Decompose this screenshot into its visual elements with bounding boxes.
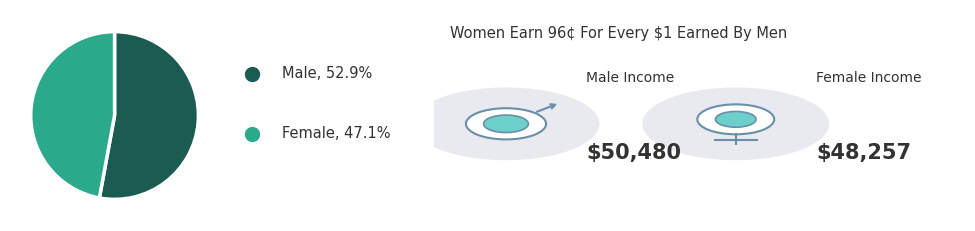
Wedge shape [31, 32, 115, 198]
Circle shape [716, 111, 756, 127]
Text: Female Income: Female Income [816, 71, 921, 85]
Text: $50,480: $50,480 [586, 143, 682, 163]
Circle shape [697, 104, 774, 134]
Text: Female, 47.1%: Female, 47.1% [283, 127, 391, 141]
Circle shape [466, 108, 546, 140]
Circle shape [412, 88, 600, 160]
Circle shape [484, 115, 528, 133]
Text: Male, 52.9%: Male, 52.9% [283, 67, 372, 81]
Circle shape [643, 88, 830, 160]
Wedge shape [99, 32, 198, 199]
Text: Male Income: Male Income [586, 71, 675, 85]
Text: $48,257: $48,257 [816, 143, 911, 163]
Text: Women Earn 96¢ For Every $1 Earned By Men: Women Earn 96¢ For Every $1 Earned By Me… [449, 26, 787, 41]
